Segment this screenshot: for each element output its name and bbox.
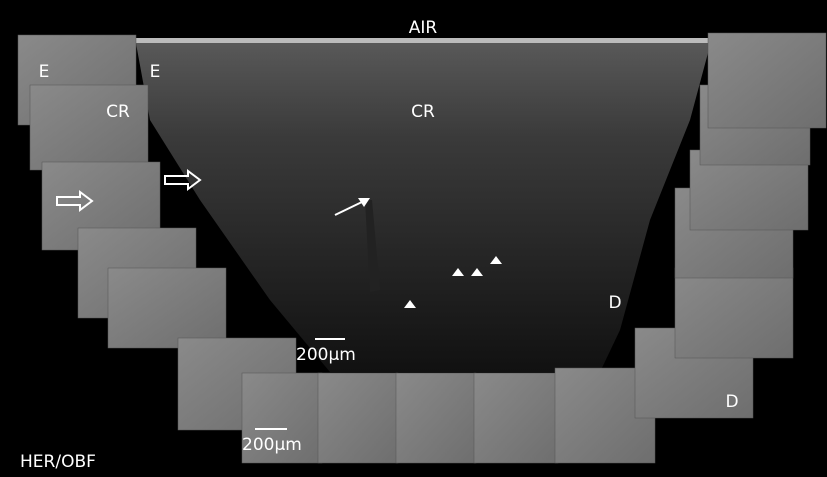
label: E	[150, 62, 161, 82]
tile	[108, 268, 226, 348]
scale-bar	[315, 338, 345, 340]
tile	[318, 373, 398, 463]
scale-label: 200μm	[242, 435, 302, 455]
tile	[474, 373, 558, 463]
tile	[396, 373, 476, 463]
label: E	[39, 62, 50, 82]
figure: AIR E E CR CR D D 200μm 200μm HER/OBF	[0, 0, 827, 477]
label: D	[608, 293, 621, 313]
scale-label: 200μm	[296, 345, 356, 365]
label: D	[725, 392, 738, 412]
surface-line	[135, 38, 712, 43]
label: AIR	[409, 18, 438, 38]
tile	[708, 33, 826, 128]
scale-bar	[255, 428, 287, 430]
label: CR	[411, 102, 435, 122]
source-label: HER/OBF	[20, 452, 96, 472]
tile	[675, 268, 793, 358]
label: CR	[106, 102, 130, 122]
tile	[30, 85, 148, 170]
page: AIR E E CR CR D D 200μm 200μm HER/OBF ((…	[0, 0, 827, 477]
